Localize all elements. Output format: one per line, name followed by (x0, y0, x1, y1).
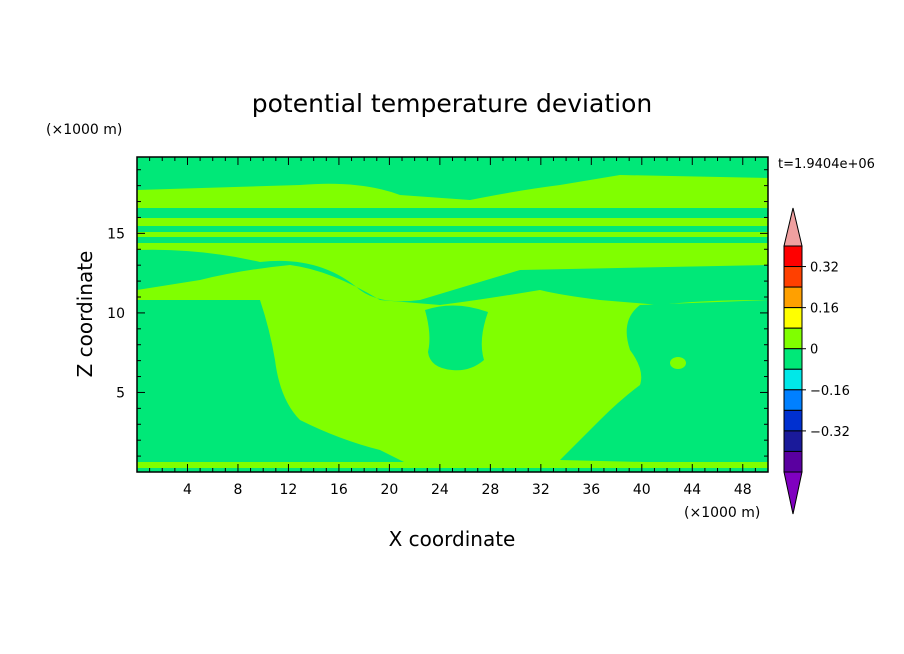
field-bubble-center (425, 305, 488, 371)
field-strat-band-4 (137, 232, 768, 237)
x-axis-label: X coordinate (389, 527, 516, 551)
y-tick-label: 15 (107, 226, 125, 242)
field-strat-band-5 (137, 237, 768, 243)
colorbar-under-arrow (783, 471, 803, 515)
x-tick-label: 4 (183, 482, 192, 498)
colorbar-swatch (783, 286, 803, 309)
colorbar-swatch (783, 409, 803, 432)
field-strat-band-2 (137, 218, 768, 226)
colorbar-swatch (783, 266, 803, 288)
x-axis: 4 8 12 16 20 24 28 32 36 40 44 48 (149, 157, 756, 498)
field-mid-left-lobe (137, 249, 768, 305)
colorbar-label: 0.32 (810, 261, 839, 276)
colorbar-label: 0 (810, 343, 818, 358)
colorbar-swatch (783, 245, 803, 268)
colorbar-label: 0.16 (810, 302, 839, 317)
field-bubble-left (168, 322, 228, 374)
x-tick-label: 40 (633, 482, 651, 498)
colorbar-swatch (783, 450, 803, 473)
x-tick-label: 8 (233, 482, 242, 498)
field-bubble-right (670, 357, 686, 369)
chart-title: potential temperature deviation (252, 89, 652, 118)
y-tick-label: 5 (116, 385, 125, 401)
x-tick-label: 44 (683, 482, 701, 498)
x-tick-label: 32 (532, 482, 550, 498)
x-tick-label: 12 (280, 482, 298, 498)
y-unit-label: (×1000 m) (46, 122, 122, 138)
y-tick-label: 10 (107, 306, 125, 322)
y-axis-label: Z coordinate (73, 251, 97, 378)
colorbar-swatch (783, 307, 803, 329)
x-tick-label: 36 (582, 482, 600, 498)
colorbar-swatch (783, 389, 803, 411)
x-tick-label: 24 (431, 482, 449, 498)
field-upper-patch (137, 175, 768, 208)
colorbar-label: −0.16 (810, 384, 850, 399)
colorbar-swatch (783, 327, 803, 350)
field-strat-band-3 (137, 226, 768, 232)
colorbar: 0.32 0.16 0 −0.16 −0.32 (783, 207, 850, 515)
colorbar-swatch (783, 348, 803, 370)
x-unit-label: (×1000 m) (684, 505, 760, 521)
contour-field (137, 157, 768, 472)
field-strat-band-1 (137, 208, 768, 218)
colorbar-swatch (783, 368, 803, 391)
colorbar-over-arrow (783, 207, 803, 247)
x-tick-label: 16 (330, 482, 348, 498)
x-tick-label: 28 (481, 482, 499, 498)
time-label: t=1.9404e+06 (778, 157, 875, 172)
x-tick-label: 20 (380, 482, 398, 498)
colorbar-label: −0.32 (810, 425, 850, 440)
y-axis: 5 10 15 (107, 169, 768, 457)
x-tick-label: 48 (734, 482, 752, 498)
colorbar-swatch (783, 430, 803, 452)
field-lower-right-region (560, 300, 768, 465)
field-bottom-strip (137, 462, 768, 472)
